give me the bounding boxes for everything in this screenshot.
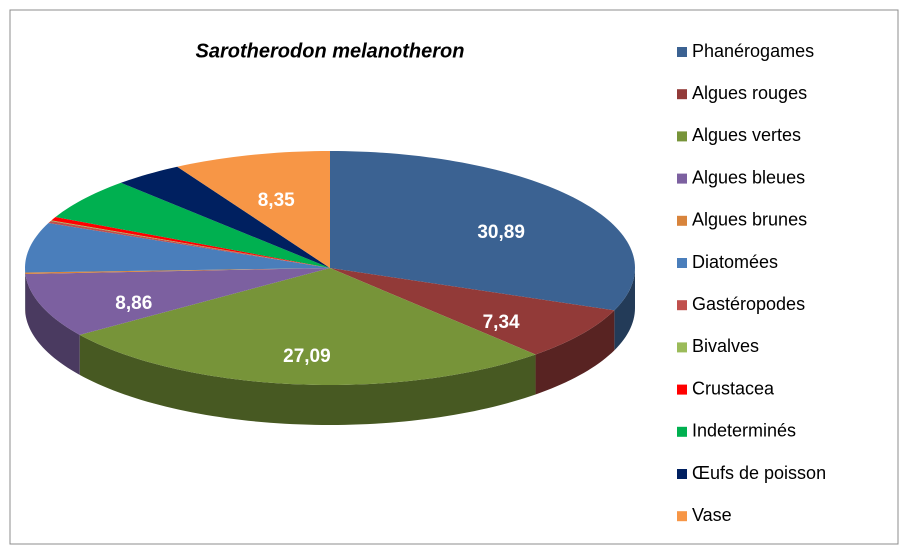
legend-label: Gastéropodes [692,294,805,314]
data-label: 8,35 [258,190,295,211]
legend-label: Vase [692,505,732,525]
legend-label: Algues rouges [692,83,807,103]
legend-swatch [677,427,687,437]
legend-label: Algues vertes [692,125,801,145]
chart-title: Sarotherodon melanotheron [196,40,465,62]
legend-swatch [677,47,687,57]
legend-label: Crustacea [692,378,775,398]
legend-swatch [677,300,687,310]
data-label: 8,86 [115,293,152,314]
legend-swatch [677,342,687,352]
data-label: 30,89 [477,222,525,243]
legend-label: Phanérogames [692,41,814,61]
legend-label: Diatomées [692,252,778,272]
legend-swatch [677,89,687,99]
data-label: 27,09 [283,346,331,367]
data-label: 7,34 [483,312,520,333]
legend-swatch [677,258,687,268]
legend-swatch [677,174,687,184]
legend-label: Indeterminés [692,421,796,441]
legend-label: Œufs de poisson [692,463,826,483]
legend-label: Bivalves [692,336,759,356]
legend-label: Algues brunes [692,210,807,230]
legend-swatch [677,385,687,395]
legend-swatch [677,131,687,141]
legend-swatch [677,511,687,521]
legend-label: Algues bleues [692,167,805,187]
legend-swatch [677,216,687,226]
legend-swatch [677,469,687,479]
